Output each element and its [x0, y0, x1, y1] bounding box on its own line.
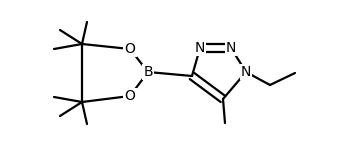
- Text: O: O: [125, 42, 135, 56]
- Text: B: B: [143, 65, 153, 79]
- Text: N: N: [195, 41, 205, 55]
- Text: N: N: [241, 65, 251, 79]
- Text: N: N: [226, 41, 236, 55]
- Text: O: O: [125, 89, 135, 103]
